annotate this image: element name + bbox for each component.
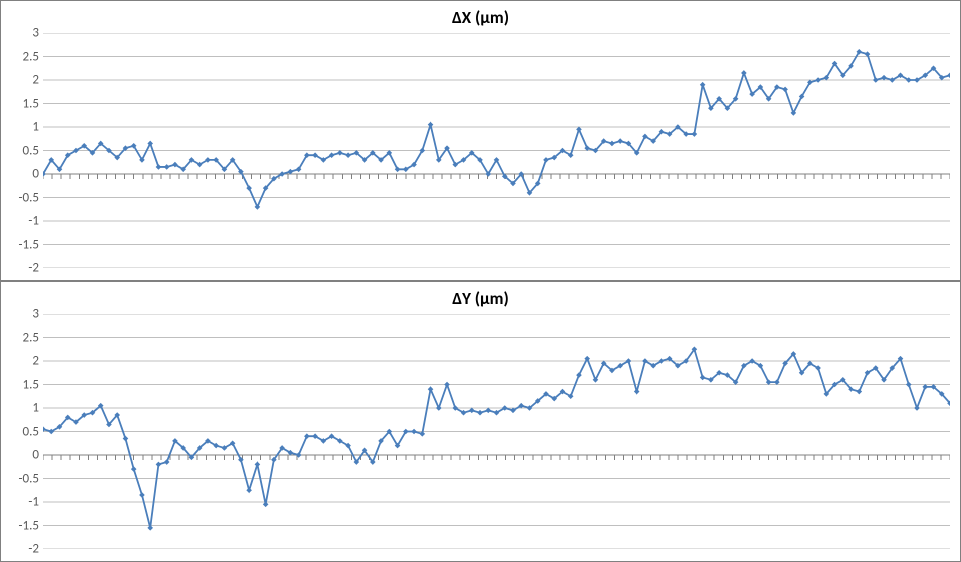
data-marker (634, 389, 640, 395)
data-marker (131, 466, 137, 472)
y-tick-label: -2 (28, 261, 39, 276)
data-marker (304, 433, 310, 439)
data-marker (255, 204, 261, 210)
y-tick-label: 0 (32, 448, 39, 463)
y-tick-label: 1.5 (23, 377, 39, 392)
data-marker (428, 386, 434, 392)
y-axis-labels: -2-1.5-1-0.500.511.522.53 (1, 314, 43, 549)
y-tick-label: -0.5 (19, 190, 39, 205)
data-marker (444, 382, 450, 388)
data-marker (873, 77, 879, 83)
data-marker (164, 459, 170, 465)
data-marker (857, 389, 863, 395)
y-tick-label: -1.5 (19, 518, 39, 533)
y-tick-label: 1.5 (23, 96, 39, 111)
plot-area (43, 33, 950, 268)
chart-title: ΔX (μm) (1, 7, 960, 28)
data-marker (692, 131, 698, 137)
y-tick-label: 3 (32, 307, 39, 322)
y-tick-label: -0.5 (19, 471, 39, 486)
data-marker (617, 138, 623, 144)
y-axis-labels: -2-1.5-1-0.500.511.522.53 (1, 33, 43, 268)
data-marker (123, 436, 129, 442)
y-tick-label: 1 (32, 401, 39, 416)
chart-title: ΔY (μm) (1, 288, 960, 309)
data-marker (700, 375, 706, 381)
data-marker (255, 462, 261, 468)
data-line (43, 349, 950, 528)
data-marker (914, 405, 920, 411)
y-tick-label: 0.5 (23, 424, 39, 439)
data-marker (477, 410, 483, 416)
y-tick-label: -2 (28, 542, 39, 557)
y-tick-label: 1 (32, 120, 39, 135)
data-marker (345, 152, 351, 158)
y-tick-label: 2 (32, 354, 39, 369)
data-marker (246, 487, 252, 493)
data-marker (947, 73, 950, 79)
data-marker (815, 77, 821, 83)
data-marker (164, 164, 170, 170)
data-marker (906, 382, 912, 388)
data-marker (436, 405, 442, 411)
data-marker (156, 164, 162, 170)
chart-panel-1: ΔY (μm) -2 -1.5 -1 -0.5 0 0.5 1 1.5 2 2.5 3 (0, 281, 961, 562)
data-marker (139, 492, 145, 498)
y-tick-label: -1.5 (19, 237, 39, 252)
y-tick-label: -1 (28, 495, 39, 510)
plot-area (43, 314, 950, 549)
data-line (43, 52, 950, 207)
y-tick-label: 2.5 (23, 49, 39, 64)
data-marker (609, 141, 615, 147)
y-tick-label: -1 (28, 214, 39, 229)
data-marker (156, 462, 162, 468)
y-tick-label: 3 (32, 26, 39, 41)
chart-svg (43, 33, 950, 268)
y-tick-label: 0.5 (23, 143, 39, 158)
data-marker (700, 82, 706, 88)
y-tick-label: 2.5 (23, 330, 39, 345)
data-marker (411, 429, 417, 435)
y-tick-label: 0 (32, 167, 39, 182)
chart-svg (43, 314, 950, 549)
data-marker (782, 87, 788, 93)
chart-panel-0: ΔX (μm) -2 -1.5 -1 -0.5 0 0.5 1 1.5 2 2.5 3 (0, 0, 961, 281)
y-tick-label: 2 (32, 73, 39, 88)
data-marker (741, 70, 747, 76)
data-marker (543, 157, 549, 163)
